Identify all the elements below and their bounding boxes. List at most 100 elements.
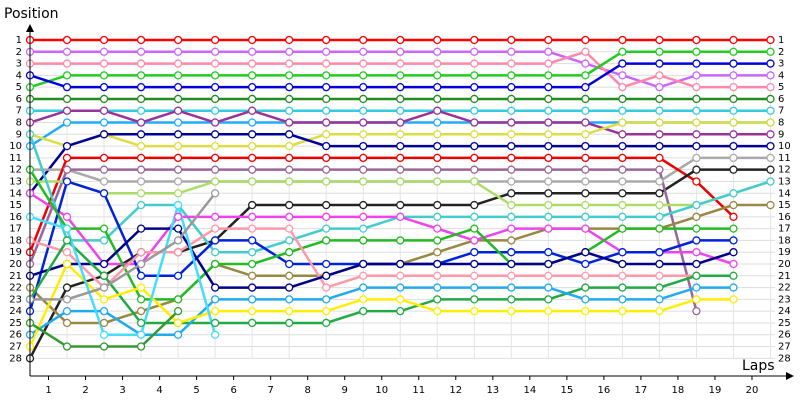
point — [581, 153, 590, 163]
point — [396, 212, 405, 221]
point — [285, 118, 294, 127]
point — [544, 177, 553, 186]
point — [581, 307, 590, 316]
point — [99, 118, 109, 127]
point — [692, 141, 701, 151]
point — [544, 165, 553, 174]
point — [433, 94, 442, 104]
point — [544, 141, 553, 151]
point — [581, 200, 590, 210]
point — [581, 94, 590, 104]
point — [210, 118, 220, 127]
point — [766, 59, 775, 68]
point — [507, 212, 516, 221]
point — [692, 153, 701, 163]
point — [247, 283, 257, 292]
point — [359, 177, 368, 186]
point — [359, 212, 368, 221]
point — [173, 106, 183, 115]
point — [136, 295, 146, 304]
point — [692, 165, 701, 174]
point — [470, 295, 479, 304]
point — [210, 165, 220, 174]
point — [359, 59, 368, 68]
point — [692, 71, 701, 80]
lines — [28, 38, 771, 359]
point — [285, 153, 294, 163]
point — [210, 236, 220, 245]
y-tick-label-right: 15 — [778, 200, 791, 211]
point — [136, 47, 146, 56]
x-tick-label: 7 — [267, 385, 273, 396]
point — [618, 130, 627, 139]
point — [470, 71, 479, 80]
point — [618, 118, 627, 127]
y-arrow — [26, 24, 34, 32]
point — [99, 106, 109, 115]
point — [359, 200, 368, 210]
y-tick-label-right: 14 — [778, 188, 791, 199]
y-tick-label-right: 13 — [778, 176, 791, 187]
point — [618, 271, 627, 280]
point — [544, 200, 553, 210]
point — [729, 130, 738, 139]
point — [99, 295, 109, 304]
point — [396, 106, 405, 115]
y-tick-label-right: 22 — [778, 283, 791, 294]
x-tick-label: 1 — [45, 385, 51, 396]
point — [433, 307, 442, 316]
point — [210, 307, 220, 316]
point — [396, 271, 405, 280]
point — [618, 82, 627, 92]
y-tick-label-right: 18 — [778, 235, 791, 246]
y-tick-label: 4 — [16, 70, 22, 81]
point — [729, 106, 738, 115]
point — [655, 59, 664, 68]
point — [359, 94, 368, 104]
point — [173, 271, 183, 280]
point — [285, 94, 294, 104]
point — [210, 130, 220, 139]
point — [322, 283, 331, 292]
point — [507, 307, 516, 316]
y-tick-label-right: 11 — [778, 153, 791, 164]
point — [544, 118, 553, 127]
point — [247, 165, 257, 174]
point — [655, 271, 664, 280]
point — [173, 189, 183, 198]
point — [359, 106, 368, 115]
point — [766, 35, 775, 45]
series-line — [30, 192, 217, 301]
point — [470, 130, 479, 139]
point — [136, 248, 146, 257]
point — [692, 130, 701, 139]
x-tick-label: 11 — [412, 385, 425, 396]
point — [544, 82, 553, 92]
point — [285, 82, 294, 92]
point — [692, 200, 701, 210]
y-tick-label: 21 — [9, 271, 22, 282]
point — [692, 248, 701, 257]
point — [62, 35, 72, 45]
point — [396, 35, 405, 45]
point — [766, 94, 775, 104]
point — [581, 71, 590, 80]
point — [396, 153, 405, 163]
point — [62, 71, 72, 80]
point — [655, 200, 664, 210]
point — [507, 35, 516, 45]
point — [544, 295, 553, 304]
point — [433, 200, 442, 210]
y-tick-label-right: 2 — [778, 47, 784, 58]
point — [692, 94, 701, 104]
point — [247, 35, 257, 45]
point — [507, 295, 516, 304]
point — [692, 259, 701, 269]
point — [359, 236, 368, 245]
y-tick-label: 20 — [9, 259, 22, 270]
series-line — [29, 286, 734, 336]
y-tick-label-right: 19 — [778, 247, 791, 258]
point — [359, 118, 368, 127]
point — [210, 35, 220, 45]
point — [655, 165, 664, 174]
